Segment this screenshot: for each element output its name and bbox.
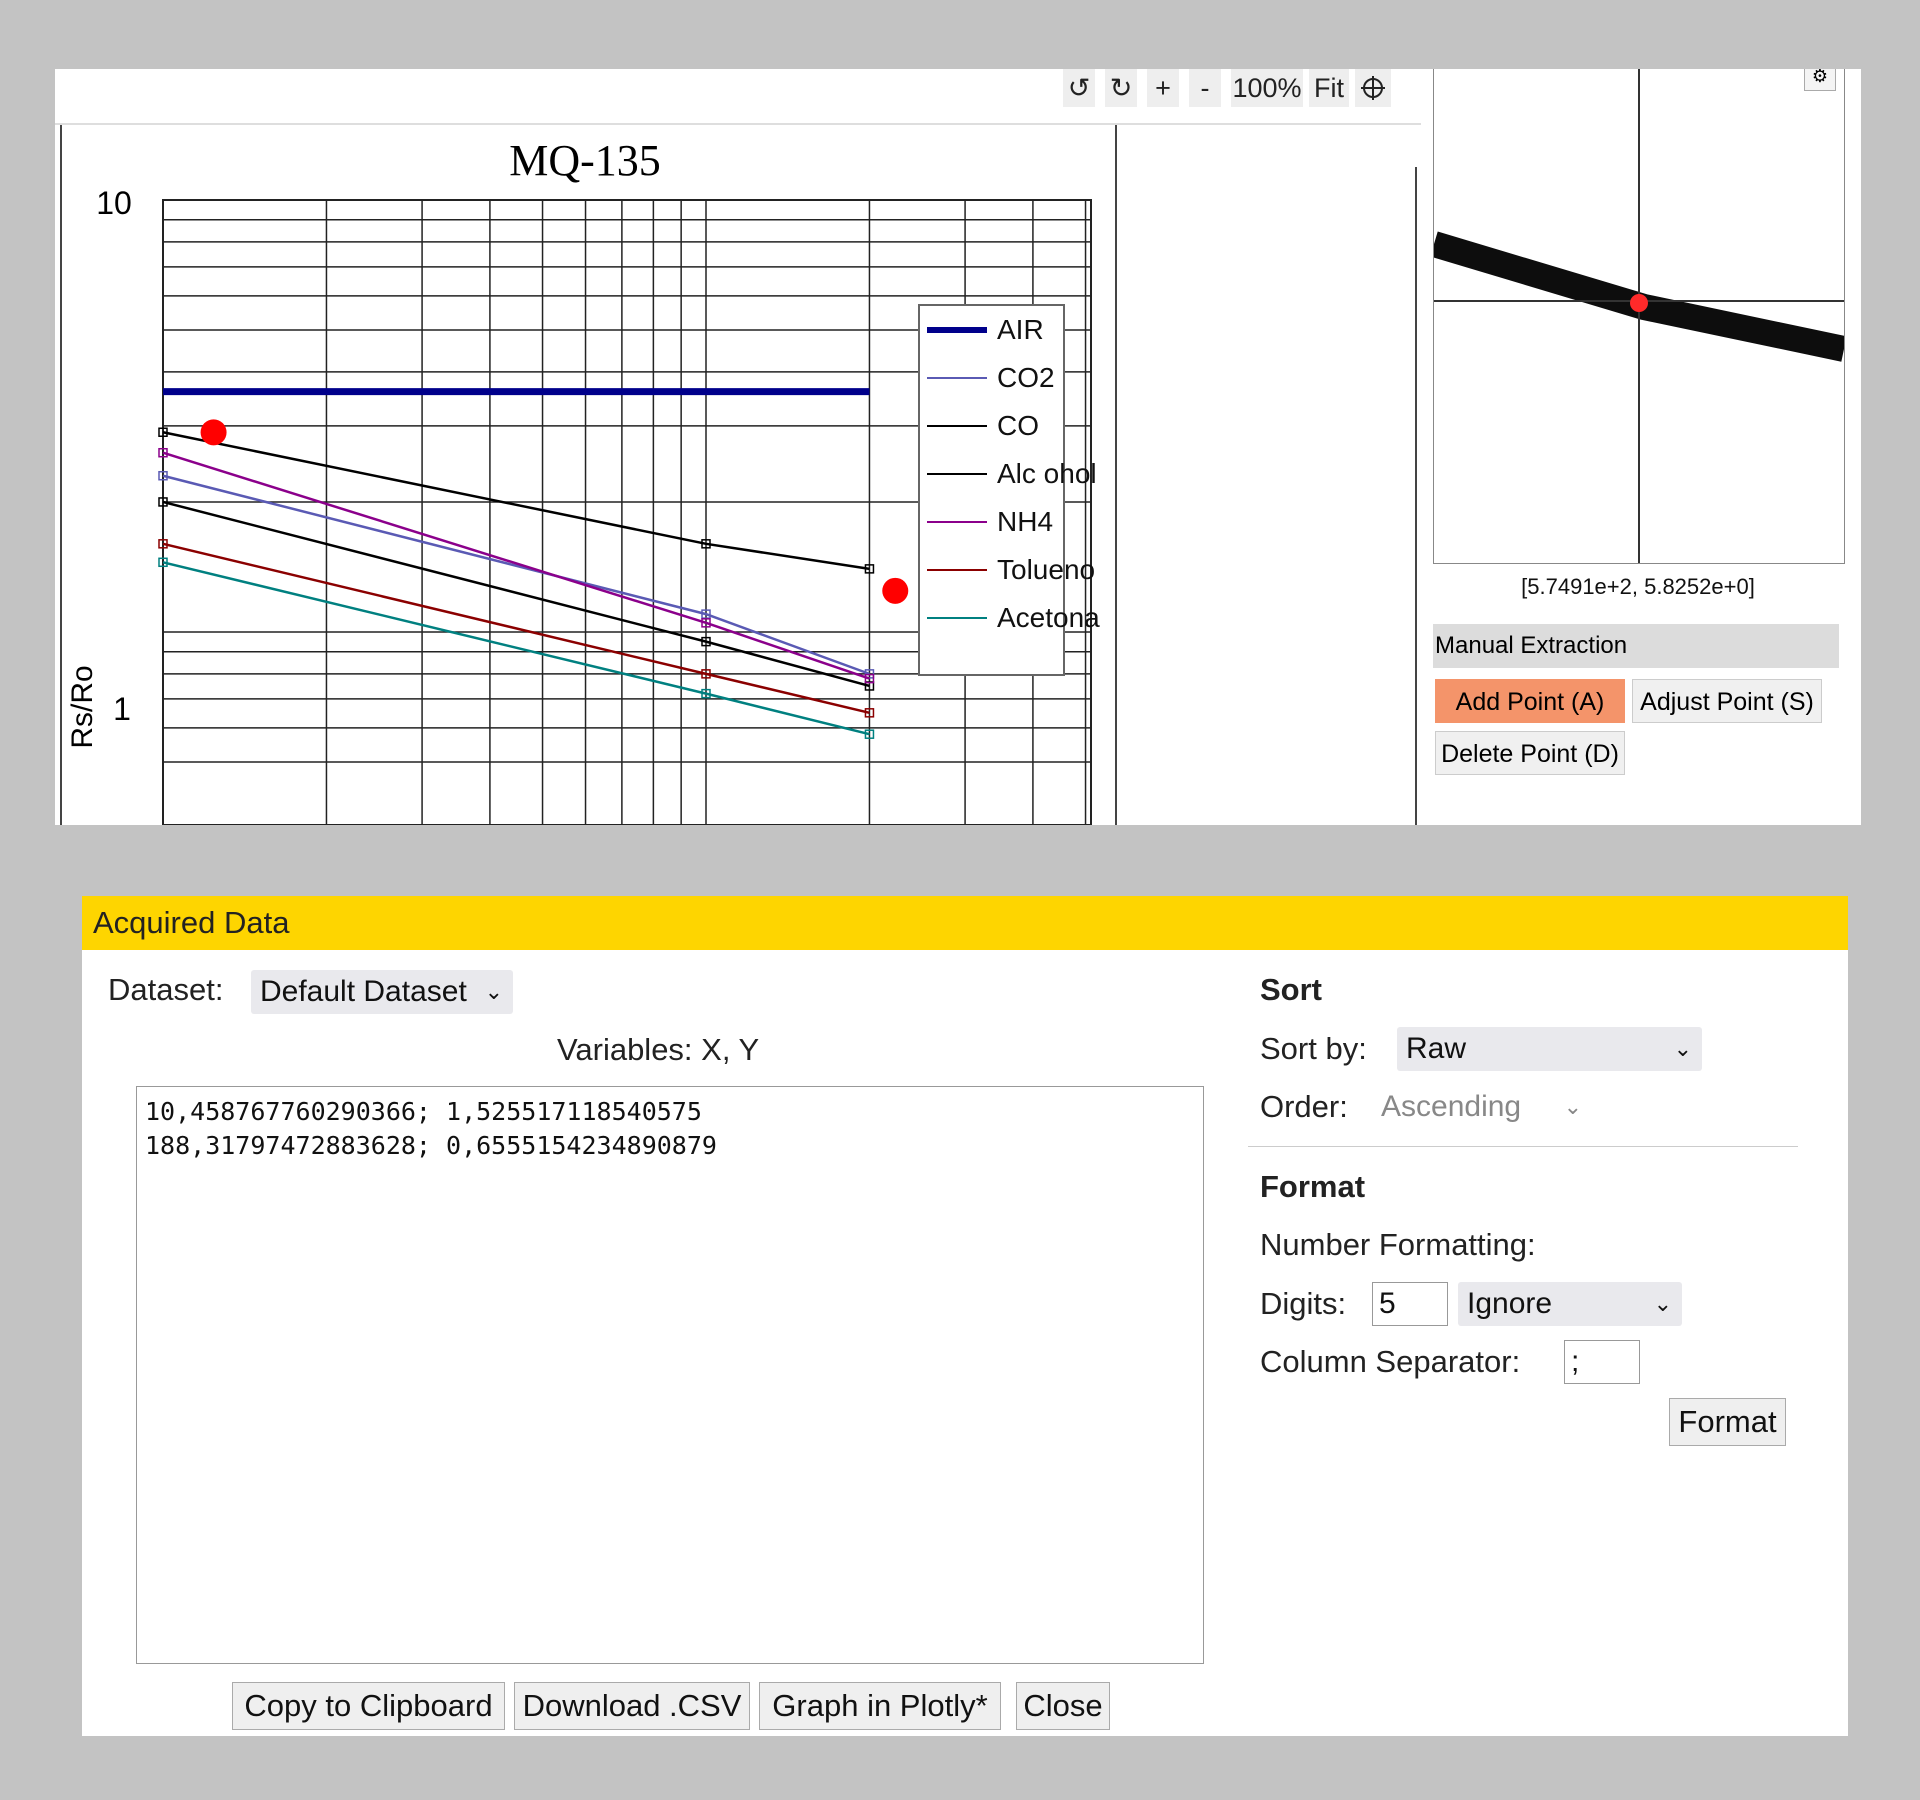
series-line xyxy=(162,474,870,676)
format-heading: Format xyxy=(1260,1169,1366,1204)
chevron-down-icon: ⌄ xyxy=(1673,1036,1692,1061)
zoom-level-button[interactable]: 100% xyxy=(1231,69,1303,107)
data-textarea[interactable]: 10,458767760290366; 1,525517118540575 188… xyxy=(136,1086,1204,1664)
chevron-down-icon: ⌄ xyxy=(1653,1291,1672,1316)
y-tick-label: 1 xyxy=(113,691,131,727)
graph-in-plotly-button[interactable]: Graph in Plotly* xyxy=(759,1682,1001,1730)
series-marker xyxy=(701,636,711,647)
chevron-down-icon: ⌄ xyxy=(1563,1094,1582,1119)
series-marker xyxy=(158,470,168,481)
rotate-cw-button[interactable]: ↻ xyxy=(1105,69,1137,107)
y-tick-label: 10 xyxy=(96,185,132,221)
chart-border xyxy=(1115,125,1117,825)
digits-mode-select[interactable]: Ignore ⌄ xyxy=(1458,1282,1682,1326)
digits-input[interactable]: 5 xyxy=(1372,1282,1448,1326)
zoom-out-button[interactable]: - xyxy=(1189,69,1221,107)
series-line xyxy=(162,431,870,571)
order-select[interactable]: Ascending ⌄ xyxy=(1372,1085,1592,1129)
plot-frame xyxy=(162,199,1092,825)
crosshair-button[interactable] xyxy=(1355,69,1391,107)
y-axis-label: Rs/Ro xyxy=(66,665,99,748)
acquired-data-dialog: Acquired Data Dataset: Default Dataset ⌄… xyxy=(82,896,1848,1736)
legend-label: CO xyxy=(997,410,1039,441)
dataset-select[interactable]: Default Dataset ⌄ xyxy=(251,970,513,1014)
sort-by-label: Sort by: xyxy=(1260,1031,1367,1066)
dialog-title: Acquired Data xyxy=(82,896,1848,950)
series-line xyxy=(162,542,870,715)
series-marker xyxy=(864,564,875,574)
legend-label: CO2 xyxy=(997,362,1055,393)
legend-label: Tolueno xyxy=(997,554,1095,585)
series-marker xyxy=(864,673,875,684)
number-formatting-label: Number Formatting: xyxy=(1260,1227,1536,1262)
acquired-point[interactable] xyxy=(882,577,909,604)
manual-extraction-title: Manual Extraction xyxy=(1433,624,1839,668)
plot-window: ↺ ↻ + - 100% Fit MQ-135 10 1 Rs/Ro AIR CO… xyxy=(55,69,1861,825)
fit-button[interactable]: Fit xyxy=(1309,69,1349,107)
legend-label: NH4 xyxy=(997,506,1053,537)
column-separator-input[interactable]: ; xyxy=(1564,1340,1640,1384)
column-separator-label: Column Separator: xyxy=(1260,1344,1521,1379)
series-marker xyxy=(701,669,711,679)
download-csv-button[interactable]: Download .CSV xyxy=(514,1682,750,1730)
legend-box xyxy=(918,304,1065,676)
dataset-label: Dataset: xyxy=(108,972,224,1007)
chart-series xyxy=(158,388,875,739)
magnified-curve xyxy=(1434,69,1844,563)
chart-svg[interactable]: MQ-135 10 1 Rs/Ro AIR CO2 CO Alc ohol NH4 Tol… xyxy=(62,125,1122,825)
chevron-down-icon: ⌄ xyxy=(484,979,503,1004)
legend-label: AIR xyxy=(997,314,1044,345)
sort-by-value: Raw xyxy=(1406,1032,1467,1065)
magnifier-view: ⚙ xyxy=(1433,69,1845,564)
series-marker xyxy=(864,729,875,739)
chart-legend: AIR CO2 CO Alc ohol NH4 Tolueno Acetona xyxy=(918,304,1100,676)
digits-label: Digits: xyxy=(1260,1286,1347,1321)
sort-heading: Sort xyxy=(1260,972,1322,1007)
series-line xyxy=(162,561,870,736)
image-toolbar: ↺ ↻ + - 100% Fit xyxy=(55,69,1421,125)
delete-point-button[interactable]: Delete Point (D) xyxy=(1435,731,1625,775)
series-marker xyxy=(864,708,875,718)
series-marker xyxy=(701,539,711,549)
variables-label: Variables: X, Y xyxy=(557,1032,760,1067)
panel-separator xyxy=(1415,167,1417,825)
data-row: 188,31797472883628; 0,6555154234890879 xyxy=(145,1131,717,1160)
format-button[interactable]: Format xyxy=(1669,1398,1786,1446)
zoom-in-button[interactable]: + xyxy=(1147,69,1179,107)
section-divider xyxy=(1248,1146,1798,1147)
chart-canvas[interactable]: MQ-135 10 1 Rs/Ro AIR CO2 CO Alc ohol NH4 Tol… xyxy=(60,125,1131,825)
gear-icon[interactable]: ⚙ xyxy=(1804,69,1836,91)
copy-to-clipboard-button[interactable]: Copy to Clipboard xyxy=(232,1682,505,1730)
series-marker xyxy=(158,427,168,437)
adjust-point-button[interactable]: Adjust Point (S) xyxy=(1632,679,1822,723)
order-label: Order: xyxy=(1260,1089,1348,1124)
series-marker xyxy=(701,618,711,628)
sort-by-select[interactable]: Raw ⌄ xyxy=(1397,1027,1702,1071)
acquired-points[interactable] xyxy=(200,419,909,604)
series-marker xyxy=(701,688,711,699)
acquired-point[interactable] xyxy=(200,419,227,446)
rotate-ccw-button[interactable]: ↺ xyxy=(1063,69,1095,107)
crosshair-icon xyxy=(1361,76,1385,100)
series-line xyxy=(162,451,870,680)
chart-title: MQ-135 xyxy=(509,136,661,185)
series-marker xyxy=(158,497,168,507)
series-marker xyxy=(158,539,168,549)
dataset-select-value: Default Dataset xyxy=(260,975,467,1008)
legend-label: Acetona xyxy=(997,602,1100,633)
legend-label: Alc ohol xyxy=(997,458,1097,489)
close-button[interactable]: Close xyxy=(1016,1682,1110,1730)
order-value: Ascending xyxy=(1381,1090,1522,1123)
data-row: 10,458767760290366; 1,525517118540575 xyxy=(145,1097,702,1126)
cursor-coordinates: [5.7491e+2, 5.8252e+0] xyxy=(1521,574,1755,599)
series-marker xyxy=(158,557,168,568)
series-line xyxy=(162,500,870,688)
series-marker xyxy=(158,447,168,458)
digits-mode-value: Ignore xyxy=(1467,1287,1553,1320)
add-point-button[interactable]: Add Point (A) xyxy=(1435,679,1625,723)
